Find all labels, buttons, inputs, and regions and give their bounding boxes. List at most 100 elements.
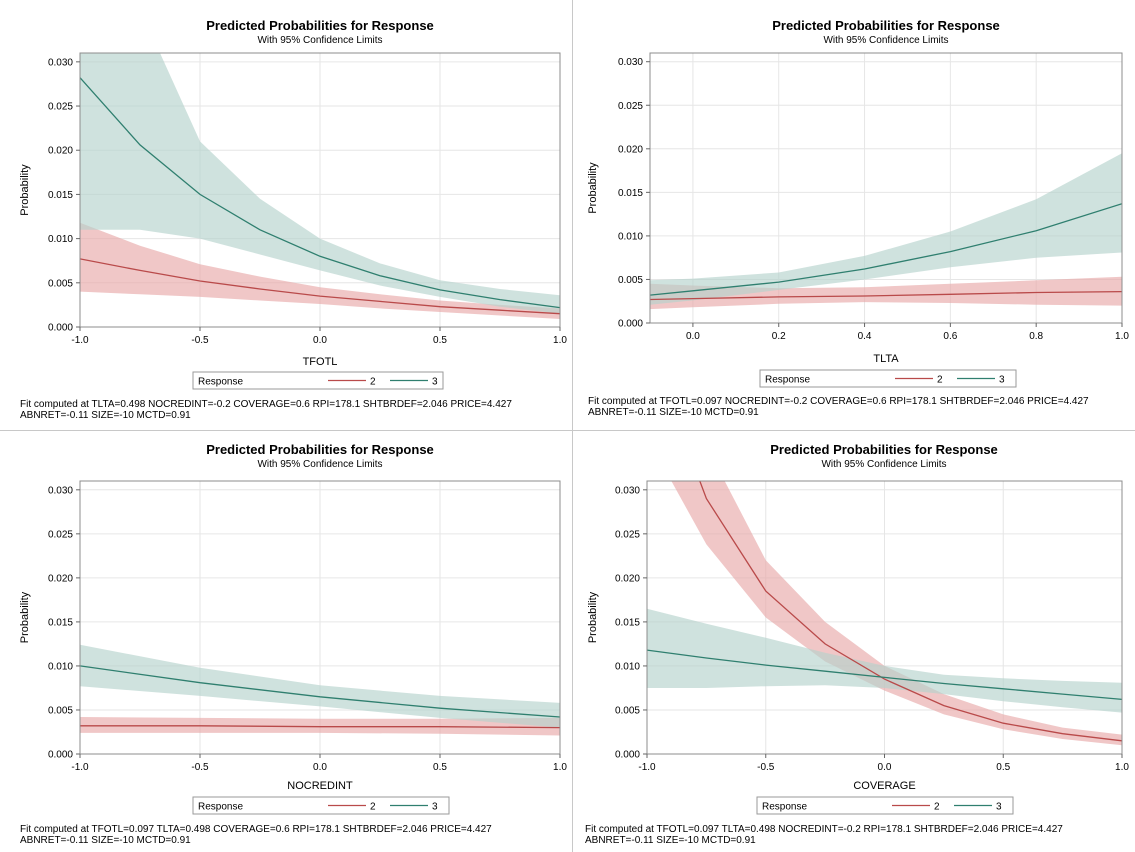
y-tick-label: 0.005 [48,278,73,289]
x-axis-label: COVERAGE [853,780,915,792]
legend: Response 2 3 [759,369,1017,388]
chart-panel-nocredint: Predicted Probabilities for Response With… [0,434,570,852]
x-tick-label: 1.0 [1115,762,1129,773]
legend: Response 2 3 [192,796,450,815]
y-tick-label: 0.015 [48,190,73,201]
y-tick-label: 0.025 [615,529,640,540]
legend-label-2: 2 [370,377,376,388]
x-tick-label: 0.0 [686,331,700,342]
chart-title: Predicted Probabilities for Response [772,18,1000,33]
x-tick-label: 1.0 [1115,331,1129,342]
plot-frame [649,52,1123,324]
legend-box [192,796,450,815]
x-tick-label: -0.5 [191,335,209,346]
x-axis-label: NOCREDINT [287,780,353,792]
y-tick-label: 0.010 [48,234,73,245]
y-tick-label: 0.010 [48,661,73,672]
series-line-3 [650,203,1122,296]
vertical-divider [572,0,573,852]
y-tick-label: 0.000 [48,750,73,761]
x-axis-label: TFOTL [303,356,338,368]
legend-title: Response [765,375,810,386]
legend-label-3: 3 [432,802,438,813]
legend-label-3: 3 [996,802,1002,813]
x-tick-label: 0.0 [313,762,327,773]
series-line-2 [80,725,560,729]
confidence-band-2 [650,276,1122,310]
y-tick-label: 0.010 [615,661,640,672]
y-tick-label: 0.030 [48,485,73,496]
y-tick-label: 0.010 [618,231,643,242]
confidence-band-2 [671,481,1122,746]
legend-label-2: 2 [370,802,376,813]
confidence-band-3 [647,608,1122,713]
confidence-band-3 [80,644,560,728]
series-line-3 [647,649,1122,701]
y-tick-label: 0.025 [48,102,73,113]
series-line-3 [80,665,560,718]
legend: Response 2 3 [756,796,1014,815]
x-axis-label: TLTA [873,353,899,365]
y-tick-label: 0.020 [48,573,73,584]
legend-title: Response [762,802,807,813]
y-axis-label: Probability [587,591,599,643]
chart-subtitle: With 95% Confidence Limits [823,35,948,46]
fit-footnote-line-2: ABNRET=-0.11 SIZE=-10 MCTD=0.91 [20,410,191,421]
y-tick-label: 0.020 [618,144,643,155]
fit-footnote-line-1: Fit computed at TFOTL=0.097 TLTA=0.498 C… [20,824,492,835]
x-tick-label: -1.0 [638,762,656,773]
y-tick-label: 0.000 [615,750,640,761]
legend-label-3: 3 [432,377,438,388]
horizontal-divider [0,430,1135,431]
legend-title: Response [198,802,243,813]
fit-footnote: Fit computed at TFOTL=0.097 TLTA=0.498 N… [585,824,1063,846]
x-tick-label: -1.0 [71,762,89,773]
y-tick-label: 0.020 [48,146,73,157]
x-tick-label: 0.5 [996,762,1010,773]
chart-coverage: Predicted Probabilities for Response With… [587,442,1129,815]
chart-panel-coverage: Predicted Probabilities for Response With… [576,434,1135,852]
x-tick-label: 0.0 [313,335,327,346]
legend-label-2: 2 [937,375,943,386]
chart-title: Predicted Probabilities for Response [206,18,434,33]
y-tick-label: 0.025 [48,529,73,540]
y-tick-label: 0.020 [615,573,640,584]
chart-panel-tlta: Predicted Probabilities for Response With… [576,0,1135,428]
y-tick-label: 0.025 [618,101,643,112]
y-tick-label: 0.015 [48,617,73,628]
chart-subtitle: With 95% Confidence Limits [257,35,382,46]
x-tick-label: 0.8 [1029,331,1043,342]
y-tick-label: 0.005 [48,705,73,716]
fit-footnote-line-2: ABNRET=-0.11 SIZE=-10 MCTD=0.91 [585,835,756,846]
x-tick-label: 1.0 [553,335,567,346]
series-line-2 [699,481,1122,742]
fit-footnote-line-1: Fit computed at TFOTL=0.097 TLTA=0.498 N… [585,824,1063,835]
confidence-band-3 [650,153,1122,305]
series-line-3 [80,77,560,309]
y-tick-label: 0.005 [618,275,643,286]
y-tick-label: 0.015 [615,617,640,628]
chart-title: Predicted Probabilities for Response [770,442,998,457]
chart-tlta: Predicted Probabilities for Response With… [587,18,1129,388]
x-tick-label: 0.4 [858,331,872,342]
legend: Response 2 3 [192,371,444,390]
x-tick-label: 0.5 [433,335,447,346]
x-tick-label: -0.5 [191,762,209,773]
x-tick-label: -0.5 [757,762,775,773]
x-tick-label: 0.5 [433,762,447,773]
y-axis-label: Probability [19,591,31,643]
y-tick-label: 0.030 [618,57,643,68]
fit-footnote-line-1: Fit computed at TFOTL=0.097 NOCREDINT=-0… [588,396,1089,407]
y-axis-label: Probability [587,162,599,214]
fit-footnote-line-1: Fit computed at TLTA=0.498 NOCREDINT=-0.… [20,399,512,410]
confidence-band-2 [80,222,560,319]
chart-subtitle: With 95% Confidence Limits [821,459,946,470]
chart-tfotl: Predicted Probabilities for Response With… [19,18,567,390]
x-tick-label: -1.0 [71,335,89,346]
legend-box [192,371,444,390]
legend-label-2: 2 [934,802,940,813]
y-tick-label: 0.000 [48,323,73,334]
chart-title: Predicted Probabilities for Response [206,442,434,457]
y-axis-label: Probability [19,164,31,216]
chart-panel-tfotl: Predicted Probabilities for Response With… [0,0,570,428]
